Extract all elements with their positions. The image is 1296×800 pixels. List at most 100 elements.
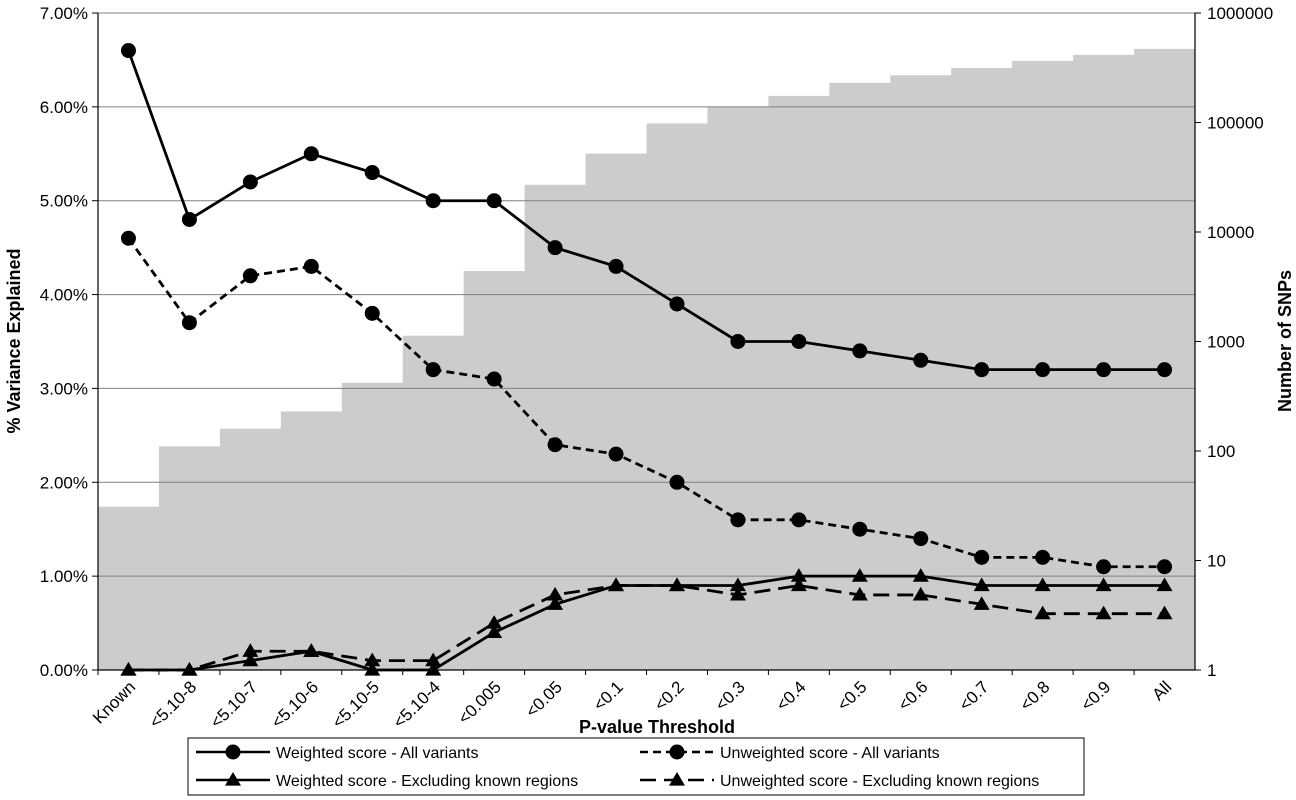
snp-count-bar: [219, 428, 282, 670]
series-line: [127, 50, 1165, 372]
data-point: [974, 549, 990, 565]
y-tick-label: 1.00%: [40, 567, 88, 586]
data-point: [364, 652, 381, 667]
data-point: [1156, 605, 1173, 620]
data-point: [913, 352, 929, 368]
data-point: [364, 305, 380, 321]
legend-item: Unweighted score - Excluding known regio…: [640, 772, 1039, 790]
legend-label: Unweighted score - All variants: [720, 745, 940, 762]
y2-tick-label: 1000000: [1207, 4, 1273, 23]
x-tick-label: <0.3: [712, 677, 749, 714]
data-point: [547, 437, 563, 453]
data-point: [1156, 577, 1173, 592]
x-tick-label: <5.10-4: [389, 677, 444, 732]
legend-marker: [225, 772, 241, 786]
data-point: [547, 240, 563, 256]
legend-item: Weighted score - All variants: [196, 744, 478, 762]
data-point: [425, 193, 441, 209]
data-point: [973, 596, 990, 610]
data-point: [608, 258, 624, 274]
y-tick-label: 2.00%: [40, 473, 88, 492]
legend-marker: [669, 772, 685, 786]
y-axis-title: % Variance Explained: [4, 248, 24, 433]
data-point: [1157, 362, 1173, 378]
data-point: [425, 652, 442, 667]
data-point: [486, 624, 503, 639]
data-point: [242, 174, 258, 190]
data-point: [791, 334, 807, 349]
data-point: [425, 662, 442, 676]
data-point: [729, 577, 746, 592]
data-point: [486, 615, 503, 629]
data-point: [181, 315, 197, 331]
data-point: [1096, 559, 1112, 575]
x-tick-label: <5.10-8: [146, 677, 201, 732]
y-tick-label: 4.00%: [40, 286, 88, 305]
data-point: [303, 643, 320, 657]
legend-item: Unweighted score - All variants: [640, 744, 940, 762]
x-tick-label: <0.4: [773, 677, 810, 714]
data-point: [973, 577, 990, 592]
x-tick-label: All: [1149, 677, 1176, 704]
data-point: [486, 371, 502, 387]
legend-label: Weighted score - All variants: [276, 745, 478, 762]
x-tick-label: <0.9: [1077, 677, 1114, 714]
x-tick-label: <0.2: [651, 677, 688, 714]
axes: [92, 12, 1201, 675]
legend-label: Weighted score - Excluding known regions: [276, 773, 578, 790]
x-tick-label: <0.7: [955, 677, 992, 714]
legend-marker: [225, 744, 241, 760]
x-tick-label: <5.10-5: [329, 677, 384, 732]
x-tick-label: <5.10-7: [207, 677, 262, 732]
data-point: [303, 146, 319, 162]
data-point: [1034, 577, 1051, 592]
data-point: [120, 662, 137, 676]
data-point: [242, 643, 259, 657]
legend-marker: [669, 744, 685, 760]
data-point: [852, 521, 868, 537]
data-point: [1035, 362, 1051, 378]
data-point: [181, 211, 197, 227]
y-tick-label: 6.00%: [40, 98, 88, 117]
y-tick-label: 7.00%: [40, 4, 88, 23]
series-group: [120, 577, 1173, 676]
data-point: [912, 586, 929, 601]
x-tick-label: <0.1: [590, 677, 627, 714]
y2-tick-label: 1: [1207, 661, 1216, 680]
snp-count-bar: [98, 506, 160, 670]
snp-count-bar: [1134, 48, 1196, 671]
snp-count-bar: [463, 271, 526, 670]
data-point: [851, 586, 868, 601]
data-point: [730, 334, 746, 349]
x-tick-label: Known: [89, 677, 139, 727]
data-point: [120, 230, 136, 246]
data-point: [669, 474, 685, 490]
legend: Weighted score - All variants Unweighted …: [187, 737, 1085, 796]
y2-tick-label: 100000: [1207, 114, 1264, 133]
series-group: [120, 43, 1173, 378]
data-point: [1096, 362, 1112, 378]
data-point: [181, 662, 198, 676]
x-tick-label: <0.6: [894, 677, 931, 714]
snp-count-bar: [829, 82, 891, 670]
x-tick-label: <0.5: [833, 677, 870, 714]
series: [120, 43, 1173, 676]
data-point: [486, 193, 502, 209]
data-point: [547, 596, 564, 610]
x-tick-label: <0.05: [522, 677, 566, 721]
data-point: [547, 586, 564, 601]
data-point: [608, 577, 625, 592]
data-point: [852, 343, 868, 359]
snp-count-bar: [280, 411, 343, 670]
snp-count-bar: [402, 335, 465, 670]
data-point: [120, 43, 136, 59]
y2-tick-label: 10: [1207, 552, 1226, 571]
x-tick-label: <0.005: [454, 677, 505, 728]
data-point: [912, 568, 929, 582]
data-point: [729, 586, 746, 601]
data-point: [790, 577, 807, 592]
legend-box: [187, 737, 1085, 796]
data-point: [303, 258, 319, 274]
data-point: [1095, 605, 1112, 620]
